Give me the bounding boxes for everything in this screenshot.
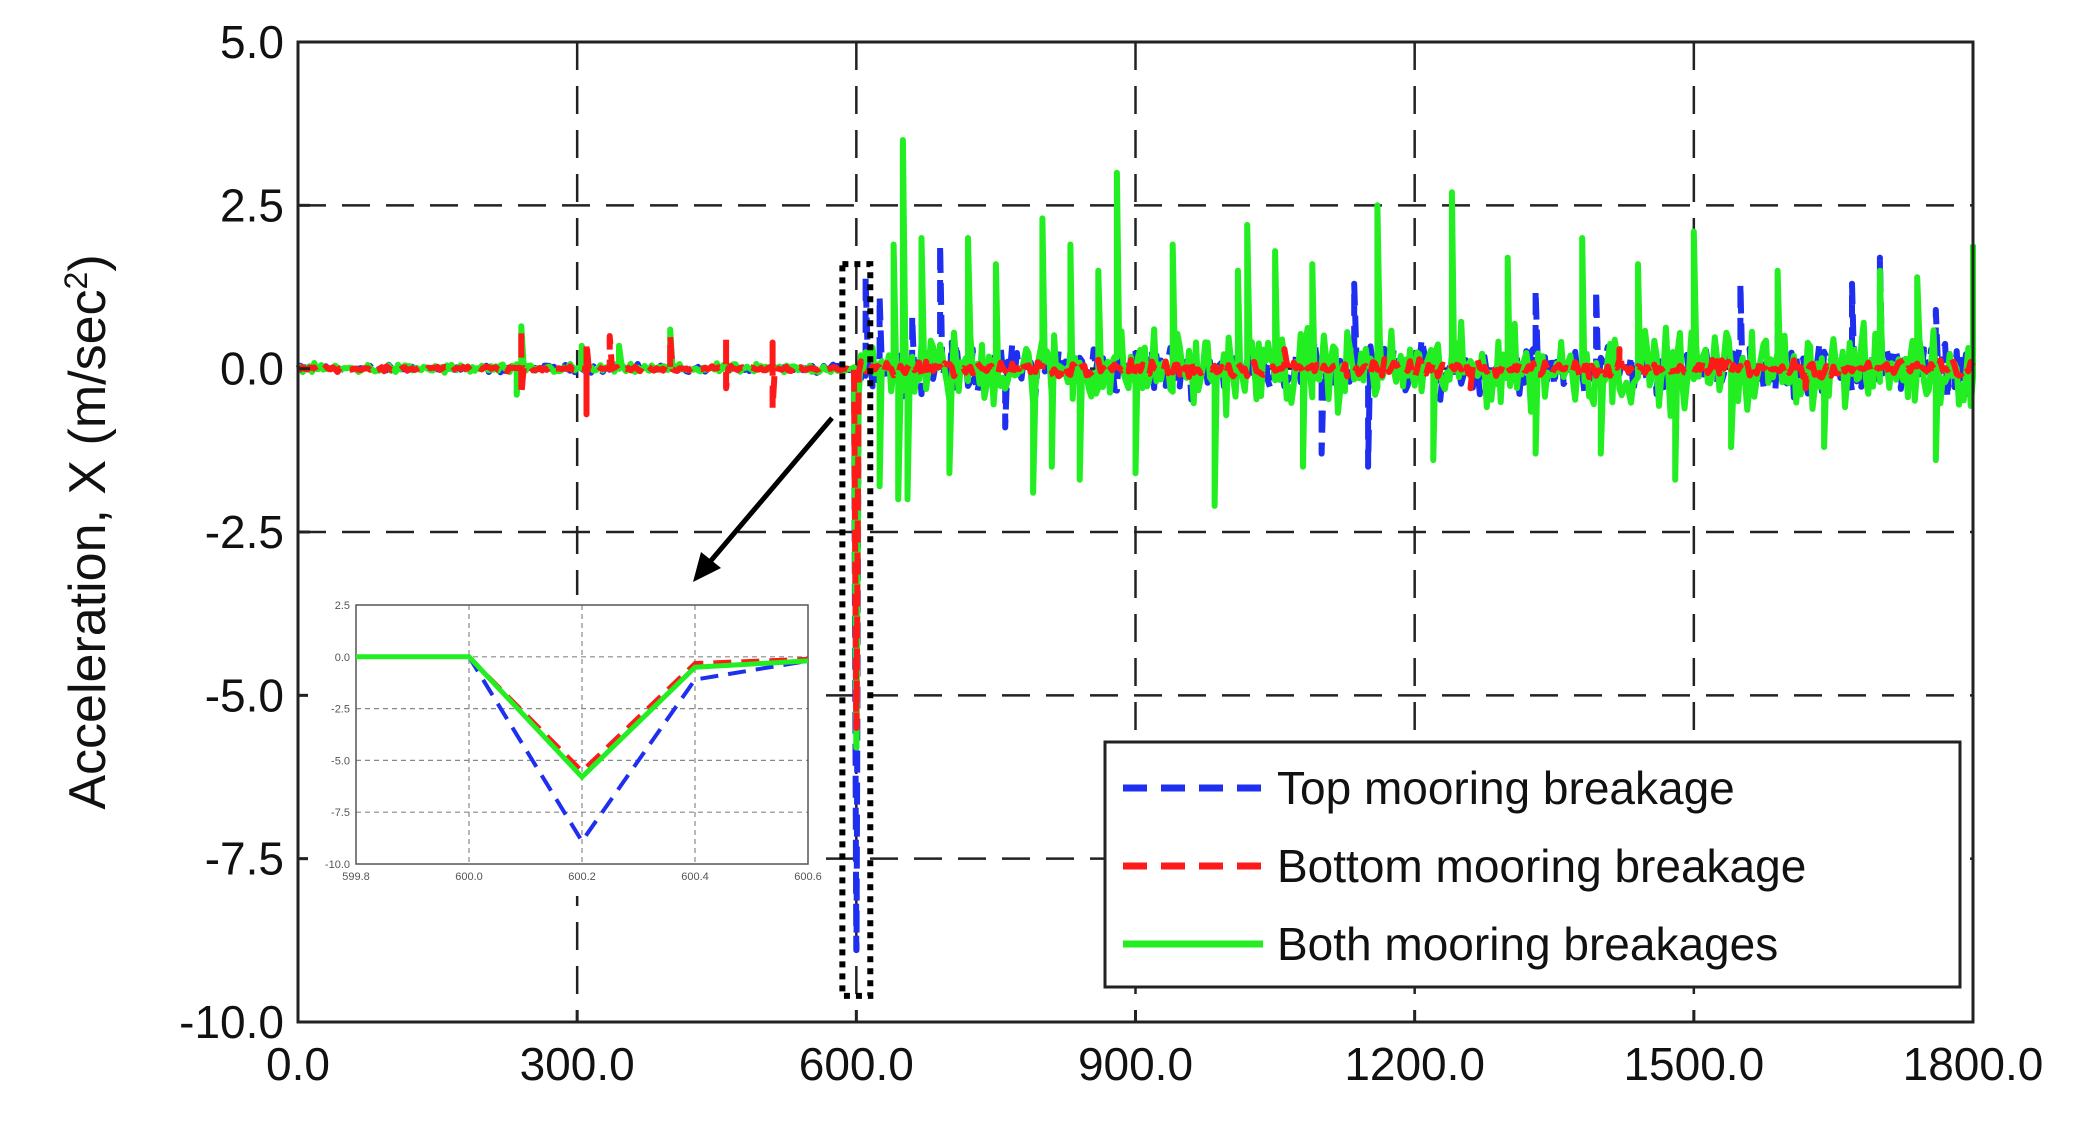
inset-series-line [356,654,809,845]
inset-x-tick-label: 600.4 [681,871,709,883]
series-layer [295,137,1976,954]
series-line [297,326,1976,731]
x-tick-label: 1500.0 [1623,1038,1764,1090]
y-tick-label: 2.5 [220,179,284,231]
x-tick-label: 1800.0 [1903,1038,2044,1090]
y-tick-label: 0.0 [220,343,284,395]
inset-x-tick-label: 600.6 [794,871,822,883]
inset-x-tick-label: 600.0 [455,871,483,883]
legend-label: Top mooring breakage [1277,762,1735,814]
legend-label: Both mooring breakages [1277,918,1778,970]
x-tick-label: 900.0 [1078,1038,1193,1090]
y-tick-label: -2.5 [205,506,284,558]
y-axis-title-superscript: 2 [58,272,94,290]
arrow-shaft [701,416,834,572]
y-tick-label: 5.0 [220,16,284,68]
zoom-highlight-box [839,261,874,999]
inset-x-tick-label: 600.2 [568,871,596,883]
inset-chart: 599.8 600.0 600.2 600.4 600.6 2.5 0.0 -2.5 -5.0 -… [308,595,826,896]
inset-y-tick-label: 2.5 [335,600,350,612]
inset-y-tick-label: -10.0 [325,859,350,871]
inset-x-tick-label: 599.8 [342,871,370,883]
highlight-rect [839,261,874,999]
x-tick-label: 600.0 [799,1038,914,1090]
inset-series-line [356,654,809,781]
y-axis-title: Acceleration, X (m/sec2) [58,254,117,809]
y-tick-label: -5.0 [205,669,284,721]
legend: Top mooring breakage Bottom mooring break… [1103,740,1962,989]
inset-background [308,595,826,896]
y-axis-title-suffix: ) [59,254,117,271]
legend-label: Bottom mooring breakage [1277,840,1806,892]
tick-labels: 0.0 300.0 600.0 900.0 1200.0 1500.0 1800.0 5.0 2… [179,16,2043,1090]
x-tick-label: 0.0 [266,1038,330,1090]
inset-y-tick-label: -5.0 [331,755,350,767]
x-tick-label: 300.0 [520,1038,635,1090]
y-tick-label: -7.5 [205,833,284,885]
arrow-head [693,552,721,582]
zoom-arrow [693,416,834,582]
y-tick-label: -10.0 [179,996,284,1048]
inset-y-tick-label: 0.0 [335,652,350,664]
inset-frame [355,604,809,865]
inset-y-tick-label: -2.5 [331,704,350,716]
inset-y-tick-label: -7.5 [331,807,350,819]
x-tick-label: 1200.0 [1344,1038,1485,1090]
y-axis-title-main: Acceleration, X (m/sec [59,289,117,809]
